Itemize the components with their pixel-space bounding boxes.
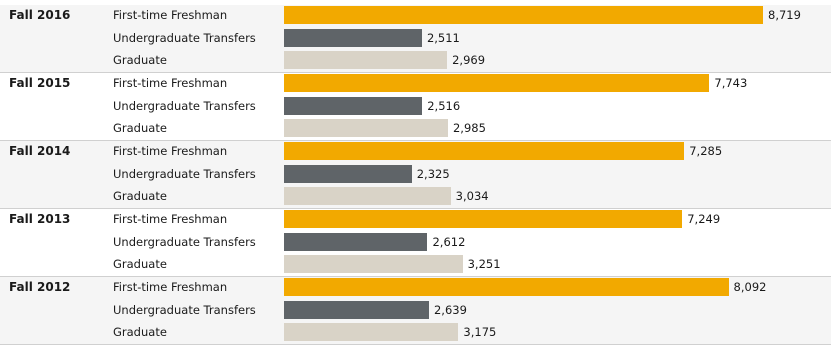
group-band <box>0 73 831 141</box>
data-label: 2,969 <box>452 53 486 68</box>
category-label: Graduate <box>113 53 167 68</box>
bar <box>284 51 448 70</box>
category-label: Undergraduate Transfers <box>113 30 256 45</box>
bar <box>284 187 451 206</box>
data-label: 2,516 <box>427 98 461 113</box>
category-label: Undergraduate Transfers <box>113 166 256 181</box>
bar <box>284 96 423 115</box>
data-label: 2,511 <box>426 30 460 45</box>
bar <box>284 300 429 319</box>
bar <box>284 74 710 92</box>
bar <box>284 232 428 251</box>
group-term-label: Fall 2012 <box>9 280 71 294</box>
category-label: First-time Freshman <box>113 8 228 22</box>
data-label: 7,285 <box>689 144 723 158</box>
data-label: 8,719 <box>768 8 801 22</box>
group-term-label: Fall 2016 <box>9 8 71 22</box>
bar <box>284 142 685 160</box>
category-label: First-time Freshman <box>113 144 228 158</box>
bar <box>284 28 422 47</box>
bar <box>284 255 463 274</box>
data-label: 2,325 <box>416 166 450 181</box>
data-label: 2,639 <box>433 302 467 317</box>
category-label: Graduate <box>113 325 167 340</box>
data-label: 2,612 <box>432 234 466 249</box>
group-term-label: Fall 2013 <box>9 212 71 226</box>
category-label: Graduate <box>113 257 167 272</box>
data-label: 8,092 <box>733 280 767 294</box>
category-label: First-time Freshman <box>113 212 228 226</box>
category-label: Graduate <box>113 121 167 136</box>
category-label: Graduate <box>113 189 167 204</box>
bar <box>284 6 763 24</box>
bar <box>284 210 683 228</box>
category-label: First-time Freshman <box>113 76 228 90</box>
data-label: 7,249 <box>687 212 721 226</box>
bar <box>284 323 459 342</box>
group-band <box>0 209 831 277</box>
category-label: Undergraduate Transfers <box>113 234 256 249</box>
data-label: 3,175 <box>463 325 497 340</box>
category-label: Undergraduate Transfers <box>113 302 256 317</box>
group-term-label: Fall 2015 <box>9 76 71 90</box>
group-term-label: Fall 2014 <box>9 144 71 158</box>
data-label: 3,034 <box>455 189 489 204</box>
bar <box>284 119 448 138</box>
category-label: First-time Freshman <box>113 280 228 294</box>
bar <box>284 164 412 183</box>
category-label: Undergraduate Transfers <box>113 98 256 113</box>
data-label: 7,743 <box>714 76 748 90</box>
bar <box>284 278 729 296</box>
data-label: 2,985 <box>452 121 486 136</box>
data-label: 3,251 <box>467 257 501 272</box>
